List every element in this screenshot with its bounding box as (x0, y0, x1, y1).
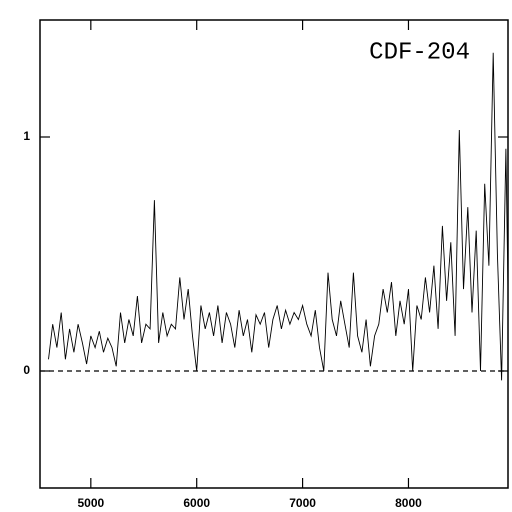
x-tick-label: 7000 (289, 496, 316, 510)
x-tick-label: 6000 (183, 496, 210, 510)
plot-frame (39, 19, 509, 489)
spectrum-line (48, 52, 509, 381)
x-tick-label: 5000 (77, 496, 104, 510)
y-tick-label: 0 (23, 363, 30, 377)
x-tick-label: 8000 (395, 496, 422, 510)
y-tick-label: 1 (23, 129, 30, 143)
annotation: CDF-204 (369, 39, 470, 66)
